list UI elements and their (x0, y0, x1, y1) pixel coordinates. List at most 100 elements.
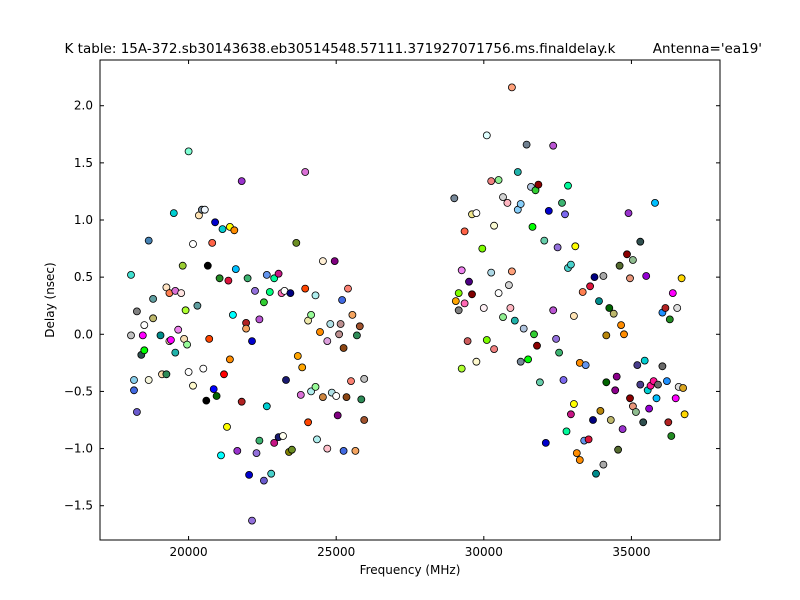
data-point (507, 267, 516, 276)
data-point (344, 284, 352, 293)
data-point (200, 205, 209, 214)
y-tick-label: −1.5 (64, 499, 93, 513)
data-point (559, 376, 568, 384)
data-point (360, 416, 369, 424)
data-point (181, 306, 190, 315)
data-point (544, 206, 553, 215)
data-point (330, 257, 339, 266)
data-point (504, 281, 513, 290)
data-point (602, 378, 611, 387)
data-point (665, 315, 674, 324)
data-point (592, 469, 600, 478)
data-point (338, 296, 347, 304)
data-point (581, 361, 590, 370)
data-point (149, 294, 158, 303)
data-point (472, 209, 481, 218)
data-point (671, 394, 680, 403)
data-point (357, 395, 366, 404)
data-point (626, 274, 634, 283)
data-point (530, 330, 538, 339)
data-point (612, 372, 621, 381)
data-point (494, 289, 503, 298)
data-point (541, 438, 550, 447)
data-point (355, 322, 364, 331)
y-tick-label: 0.0 (74, 327, 93, 341)
data-point (248, 337, 256, 346)
data-point (130, 376, 138, 384)
data-points (127, 83, 689, 525)
data-point (677, 274, 686, 283)
data-point (138, 331, 147, 340)
data-point (572, 449, 581, 458)
data-point (595, 297, 603, 306)
data-point (540, 236, 549, 245)
data-point (318, 257, 327, 266)
data-point (130, 386, 138, 395)
data-point (292, 238, 301, 247)
data-point (307, 310, 316, 319)
data-point (144, 236, 153, 245)
data-point (632, 408, 640, 416)
data-point (490, 221, 499, 230)
data-point (132, 307, 141, 316)
data-point (482, 336, 491, 344)
data-point (228, 310, 237, 319)
x-tick-label: 25000 (317, 545, 355, 559)
x-tick-label: 30000 (465, 545, 503, 559)
data-point (230, 226, 239, 235)
data-point (298, 363, 307, 372)
data-point (311, 382, 320, 391)
data-point (562, 427, 571, 436)
data-point (510, 316, 519, 325)
data-point (499, 193, 507, 202)
data-point (552, 334, 560, 343)
data-point (519, 324, 528, 333)
data-point (586, 282, 594, 291)
data-point (301, 284, 310, 293)
data-point (640, 356, 649, 365)
data-point (311, 291, 320, 300)
data-point (533, 341, 541, 350)
y-tick-label: 2.0 (74, 99, 93, 113)
data-point (237, 177, 246, 186)
data-point (615, 261, 624, 270)
data-point (189, 381, 197, 390)
data-point (140, 321, 149, 330)
data-point (231, 265, 240, 274)
data-point (516, 200, 525, 208)
data-point (654, 380, 662, 389)
data-point (596, 406, 605, 415)
data-point (460, 299, 469, 308)
data-point (262, 402, 271, 411)
data-point (575, 456, 584, 464)
data-point (274, 269, 283, 278)
data-point (313, 435, 321, 444)
data-point (460, 227, 469, 236)
y-tick-label: −0.5 (64, 384, 93, 398)
data-point (570, 400, 578, 408)
data-point (237, 397, 246, 406)
y-axis-ticks: −1.5 −1.0 −0.5 0.0 0.5 1.0 1.5 2.0 (64, 99, 720, 513)
data-point (245, 470, 254, 479)
data-point (174, 325, 183, 334)
data-point (286, 289, 295, 298)
data-point (549, 141, 558, 150)
data-point (570, 312, 578, 320)
data-point (454, 289, 463, 298)
data-point (451, 297, 460, 306)
data-point (664, 418, 673, 427)
data-point (178, 261, 187, 270)
data-point (522, 140, 531, 149)
data-point (265, 288, 274, 296)
data-point (347, 377, 355, 386)
data-point (262, 270, 271, 279)
data-point (472, 357, 481, 366)
data-point (599, 272, 608, 280)
y-tick-label: 0.5 (74, 270, 93, 284)
data-point (255, 315, 264, 324)
data-point (609, 309, 618, 318)
data-point (564, 181, 572, 190)
data-point (225, 355, 234, 364)
data-point (605, 304, 614, 312)
data-point (629, 256, 637, 264)
